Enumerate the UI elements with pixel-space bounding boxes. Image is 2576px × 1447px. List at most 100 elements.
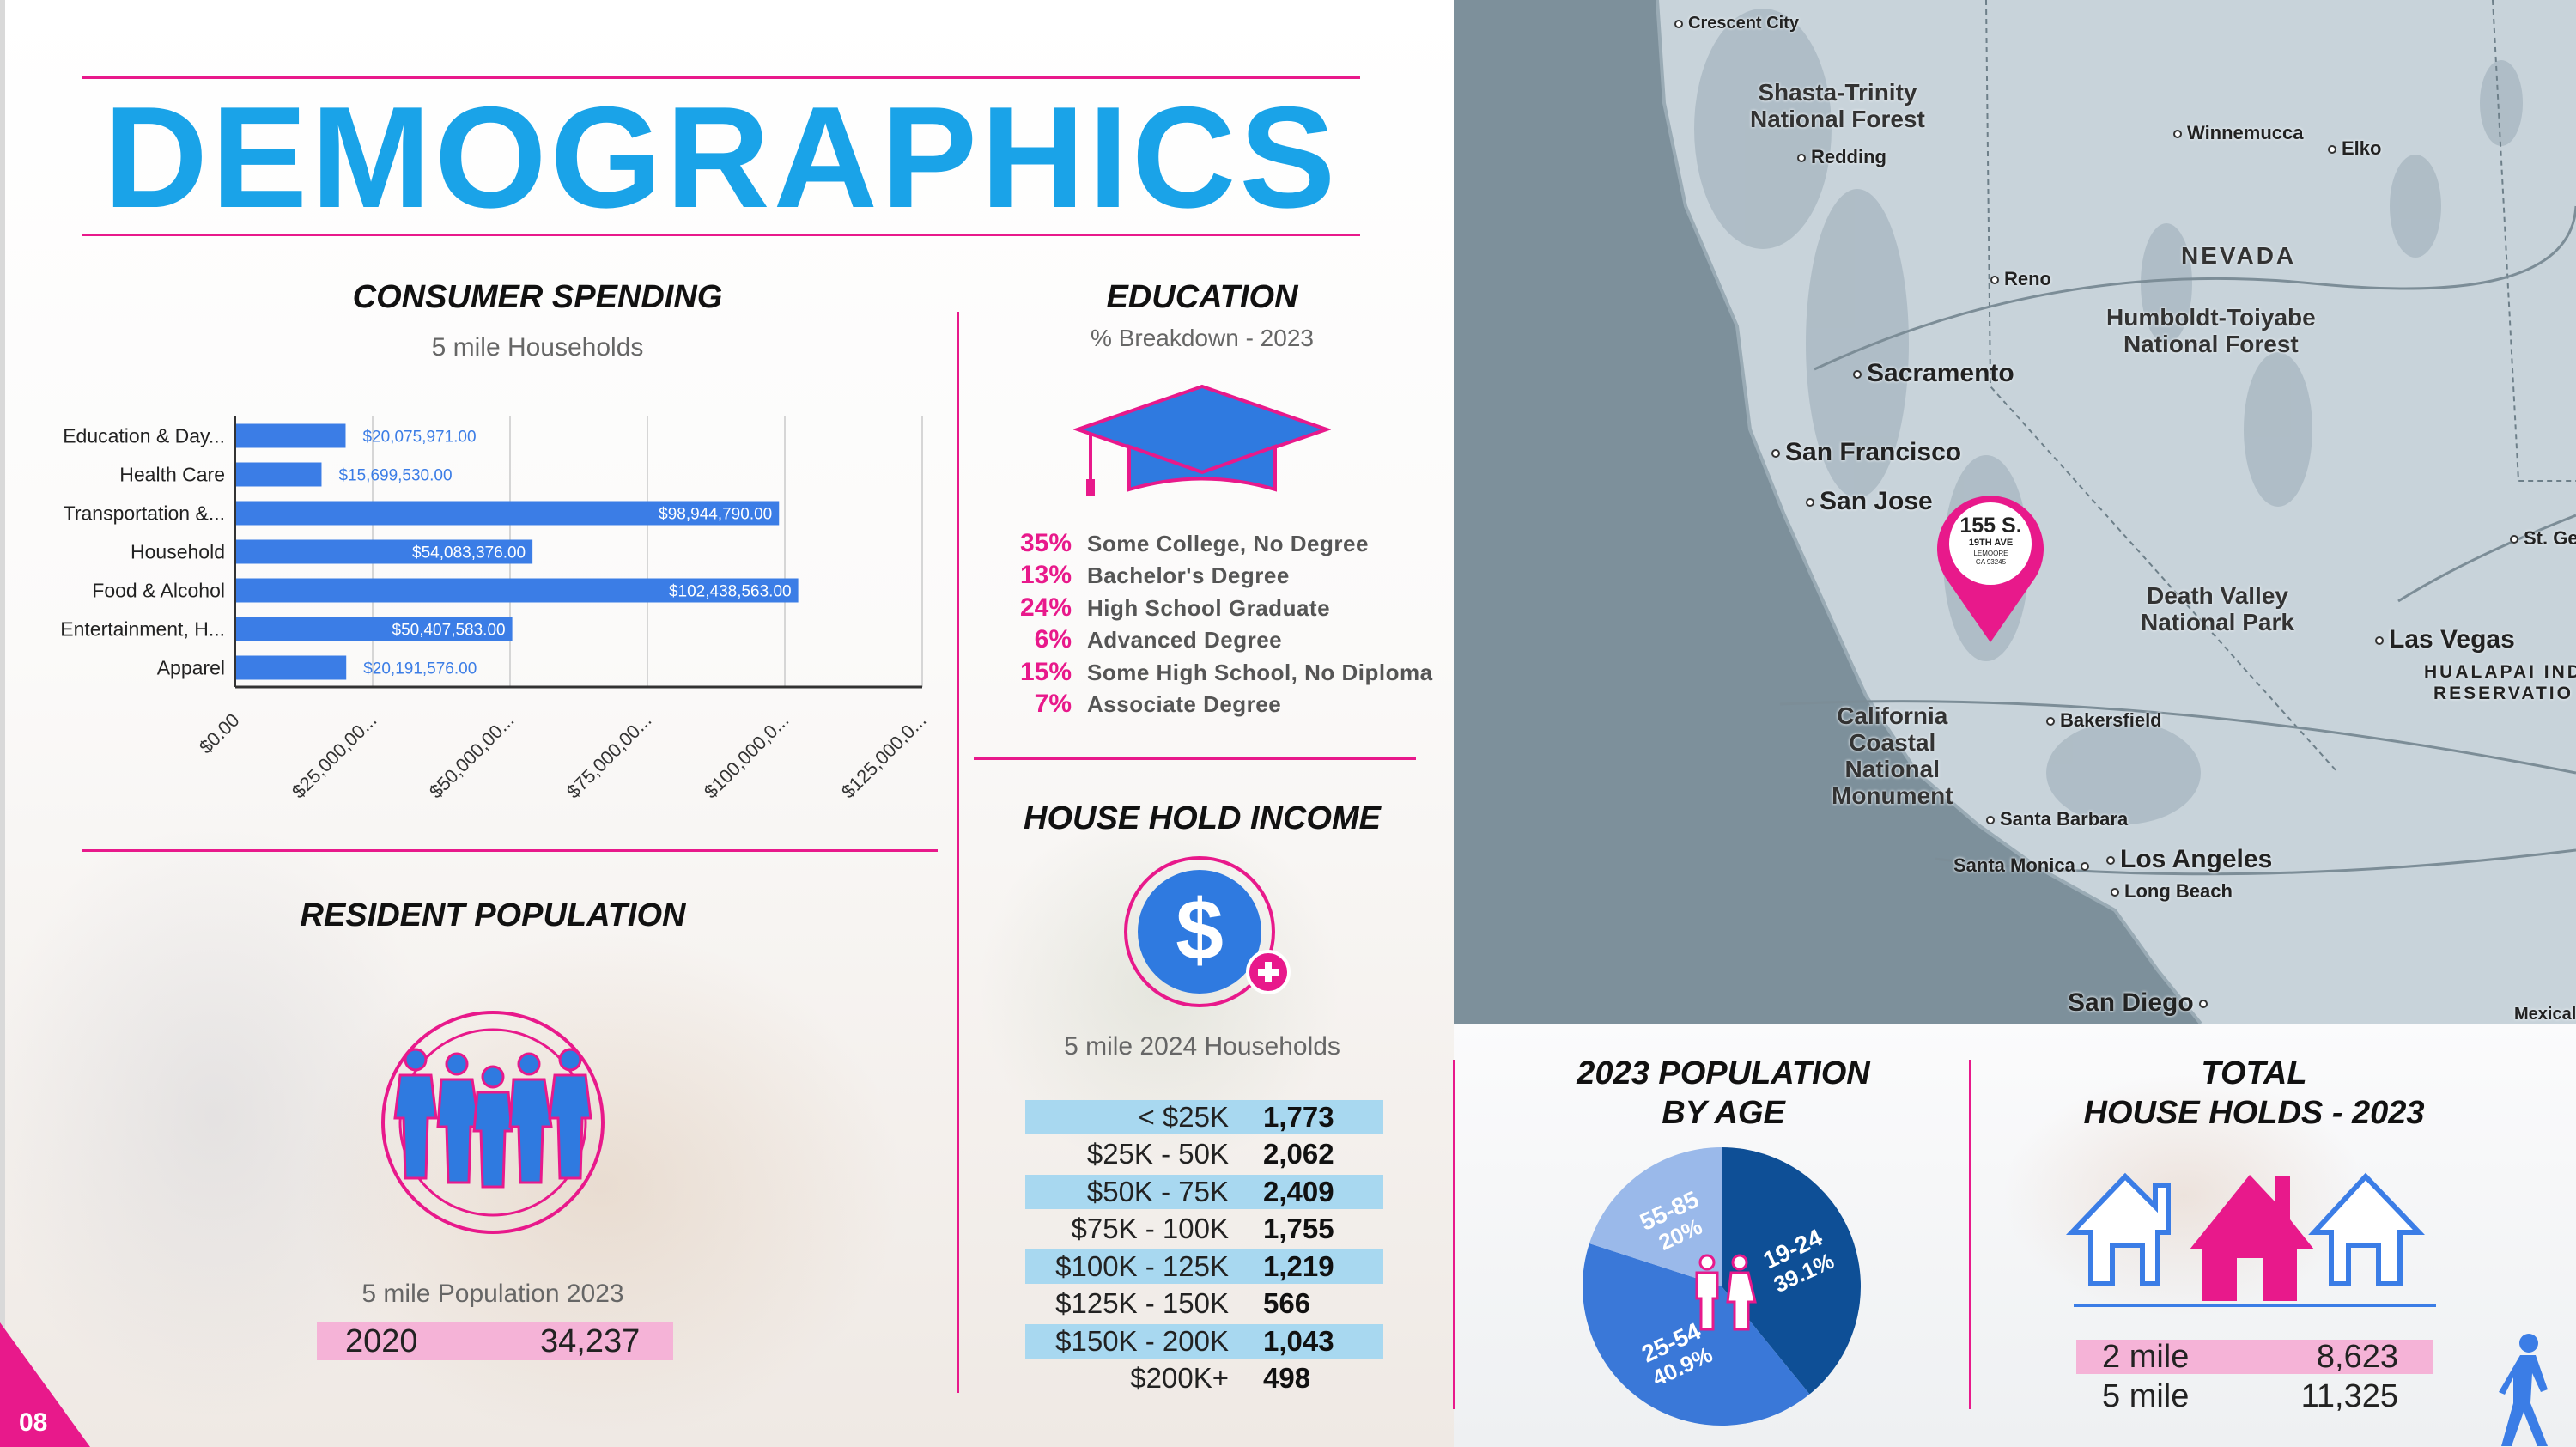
education-pct: 13% [1019,561,1072,589]
x-tick-label: $50,000,00... [425,709,519,803]
map-label-san-jose: San Jose [1806,487,1933,516]
bar-value-label: $20,075,971.00 [362,429,476,447]
population-by-age-title-2: BY AGE [1662,1095,1785,1131]
income-range: $75K - 100K [1071,1213,1229,1244]
education-label: Some College, No Degree [1087,530,1369,556]
education-pct: 7% [1034,690,1072,718]
people-group-icon [381,1011,605,1234]
education-label: Advanced Degree [1087,626,1283,653]
income-value: 1,773 [1263,1101,1334,1133]
population-by-age-title-1: 2023 POPULATION [1577,1055,1870,1091]
map-label-los-angeles: Los Angeles [2106,845,2272,874]
education-pct: 15% [1019,658,1072,686]
age-left-divider [1453,1060,1455,1409]
x-tick-label: $100,000,0... [700,709,793,803]
bar-value-label: $54,083,376.00 [412,544,526,562]
map-label-elko: Elko [2328,137,2381,160]
population-row: 2020 34,237 [317,1322,673,1360]
map-label-las-vegas: Las Vegas [2375,625,2515,654]
location-map[interactable]: Crescent City Shasta-Trinity National Fo… [1454,0,2576,1024]
svg-text:$: $ [1176,882,1224,978]
map-label-winnemucca: Winnemucca [2173,122,2304,144]
resident-population-title: RESIDENT POPULATION [300,897,686,933]
population-value: 34,237 [540,1323,641,1359]
bar [235,617,513,641]
households-radius: 5 mile [2102,1377,2190,1414]
x-tick-label: $0.00 [195,709,244,758]
bar-value-label: $50,407,583.00 [392,622,506,640]
income-value: 2,062 [1263,1138,1334,1170]
income-range: $25K - 50K [1086,1138,1229,1170]
education-row: 24% High School Graduate [987,593,1451,623]
bar-value-label: $102,438,563.00 [669,583,792,601]
income-row: $50K - 75K 2,409 [1025,1175,1383,1209]
houses-icon [2065,1172,2436,1307]
map-label-death-valley: Death Valley National Park [2141,582,2294,635]
page-title: DEMOGRAPHICS [103,76,1340,238]
title-bottom-rule [82,234,1360,236]
bar [235,578,799,603]
pin-address: 155 S. 19TH AVE LEMOORE CA 93245 [1954,515,2027,566]
map-label-coastal-monument: California Coastal National Monument [1832,702,1953,809]
map-label-nevada: NEVADA [2181,242,2297,269]
walking-person-icon [2499,1334,2548,1446]
bar [235,655,347,680]
dollar-plus-icon: $ [1124,856,1291,1007]
education-pct: 6% [1034,625,1072,654]
income-row: $100K - 125K 1,219 [1025,1249,1383,1284]
population-year: 2020 [345,1323,418,1359]
location-pin-icon[interactable] [1933,488,2049,647]
map-label-sacramento: Sacramento [1853,359,2014,388]
map-label-shasta: Shasta-Trinity National Forest [1750,79,1925,132]
household-income-title: HOUSE HOLD INCOME [1024,800,1381,836]
map-label-santa-monica: Santa Monica [1953,854,2094,877]
education-label: Bachelor's Degree [1087,562,1290,588]
income-range: $150K - 200K [1055,1325,1229,1357]
households-radius: 2 mile [2102,1338,2190,1375]
pin-line-3: LEMOORE [1973,550,2008,557]
pie-slice [1583,1243,1810,1426]
category-label: Education & Day... [63,425,225,447]
bar [235,501,780,526]
income-range: $200K+ [1130,1362,1229,1394]
consumer-spending-subtitle: 5 mile Households [431,333,644,362]
category-label: Apparel [157,657,225,679]
column-divider [957,312,959,1393]
map-label-hualapai: HUALAPAI IND RESERVATIO [2424,662,2576,703]
households-row: 2 mile 8,623 [2076,1338,2433,1375]
graduation-cap-icon [1073,384,1331,496]
education-row: 7% Associate Degree [987,689,1451,720]
couple-icon [1695,1254,1757,1331]
income-row: $150K - 200K 1,043 [1025,1324,1383,1359]
households-value: 11,325 [2300,1377,2398,1414]
slide-edge [0,0,5,1447]
map-label-mexicali: Mexicali [2514,1005,2576,1024]
map-label-reno: Reno [1990,268,2051,290]
total-households-title-1: TOTAL [2201,1055,2307,1091]
title-top-rule [82,76,1360,79]
bar [235,462,322,487]
income-value: 498 [1263,1362,1311,1394]
consumer-spending-chart: $0.00 $25,000,00... $50,000,00... $75,000,0… [60,416,931,803]
pin-line-4: CA 93245 [1975,558,2007,566]
education-label: High School Graduate [1087,594,1331,621]
map-label-san-diego: San Diego [2068,988,2213,1018]
income-row: $125K - 150K 566 [1025,1286,1383,1321]
income-row: $200K+ 498 [1025,1361,1383,1395]
bar [235,539,533,564]
pie-slice [1722,1147,1861,1395]
income-range: $50K - 75K [1086,1176,1229,1207]
spending-divider [82,849,938,852]
bar-value-label: $15,699,530.00 [338,467,452,485]
education-subtitle: % Breakdown - 2023 [1091,325,1314,351]
income-value: 566 [1263,1287,1311,1319]
income-value: 1,043 [1263,1325,1334,1357]
pie-slice [1589,1147,1722,1286]
income-value: 1,219 [1263,1250,1334,1282]
education-row: 13% Bachelor's Degree [987,560,1451,591]
income-value: 2,409 [1263,1176,1334,1207]
education-label: Some High School, No Diploma [1087,659,1433,685]
page-number-tab [0,1322,90,1447]
households-divider [1969,1060,1971,1409]
